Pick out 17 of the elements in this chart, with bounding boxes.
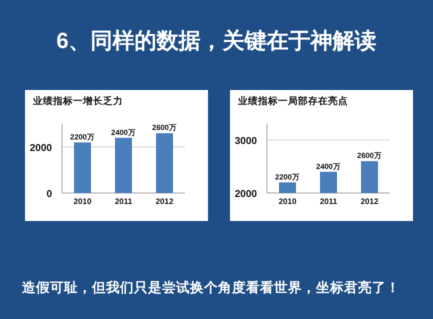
x-tick-label: 2010: [278, 197, 297, 206]
x-tick-label: 2010: [74, 197, 92, 206]
x-tick-label: 2012: [156, 197, 174, 206]
bar: [115, 138, 132, 193]
text: 造假可耻，但我们只是尝试换个角度看看世界，坐标君亮了！: [21, 279, 400, 295]
y-tick-label: 3000: [234, 136, 258, 147]
x-tick-label: 2011: [320, 197, 338, 206]
text: 6、同样的数据，关键在于神解读: [56, 28, 377, 53]
x-tick-label: 2012: [360, 197, 379, 206]
bar: [156, 133, 173, 193]
y-tick-label: 2000: [234, 189, 258, 200]
chart-title: 业绩指标一增长乏力: [32, 95, 123, 107]
chart-title: 业绩指标一局部存在亮点: [237, 95, 348, 107]
y-tick-label: 0: [46, 189, 52, 200]
y-tick-label: 2000: [30, 143, 52, 154]
x-tick-label: 2011: [114, 197, 133, 206]
bar: [74, 142, 91, 193]
